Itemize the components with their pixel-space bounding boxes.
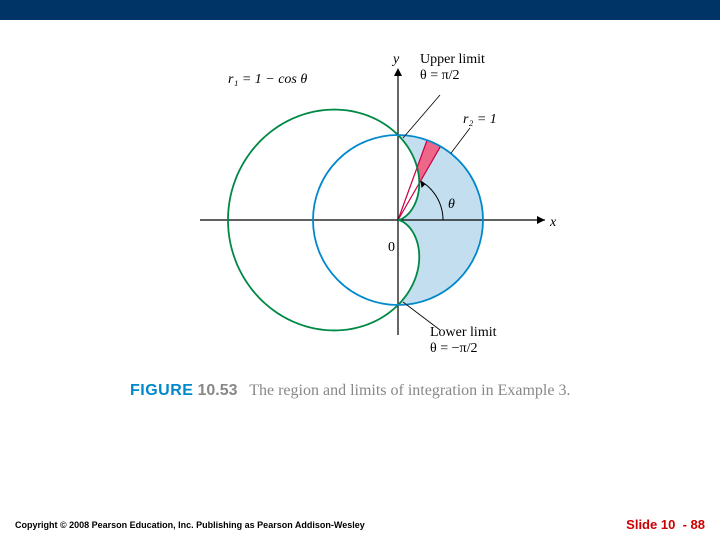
leader-upper [403, 95, 440, 138]
label-origin: 0 [388, 240, 395, 256]
label-upper-limit: Upper limit θ = π/2 [420, 52, 485, 84]
x-axis-arrow [537, 216, 545, 224]
y-axis-arrow [394, 68, 402, 76]
figure-caption: FIGURE 10.53 The region and limits of in… [130, 380, 580, 402]
figure-container: y x 0 r₁ = 1 − cos θ r₂ = 1 θ Upper limi… [130, 40, 580, 470]
polar-diagram: y x 0 r₁ = 1 − cos θ r₂ = 1 θ Upper limi… [140, 40, 570, 370]
caption-text: The region and limits of integration in … [249, 382, 570, 399]
diagram-svg [140, 40, 570, 370]
copyright-text: Copyright © 2008 Pearson Education, Inc.… [15, 520, 365, 530]
slide-number: Slide 10 - 88 [626, 517, 705, 532]
label-circle: r₂ = 1 [463, 112, 497, 128]
label-lower-limit: Lower limit θ = −π/2 [430, 325, 497, 357]
leader-r2 [451, 128, 470, 153]
caption-figure-number: 10.53 [197, 382, 237, 399]
label-theta: θ [448, 197, 455, 213]
caption-figure-label: FIGURE [130, 382, 193, 399]
label-cardioid: r₁ = 1 − cos θ [228, 72, 307, 88]
label-y-axis: y [393, 52, 399, 68]
label-x-axis: x [550, 215, 556, 231]
top-accent-bar [0, 0, 720, 20]
